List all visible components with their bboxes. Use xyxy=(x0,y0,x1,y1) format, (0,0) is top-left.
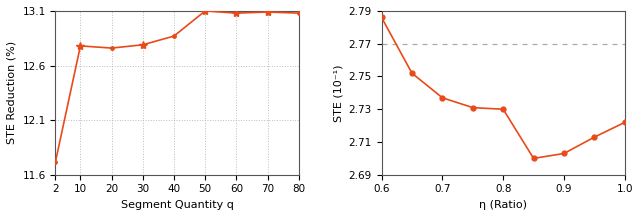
Y-axis label: STE (10⁻¹): STE (10⁻¹) xyxy=(333,64,343,122)
X-axis label: η (Ratio): η (Ratio) xyxy=(479,200,527,210)
Y-axis label: STE Reduction (%): STE Reduction (%) xyxy=(7,41,17,145)
X-axis label: Segment Quantity q: Segment Quantity q xyxy=(121,200,234,210)
